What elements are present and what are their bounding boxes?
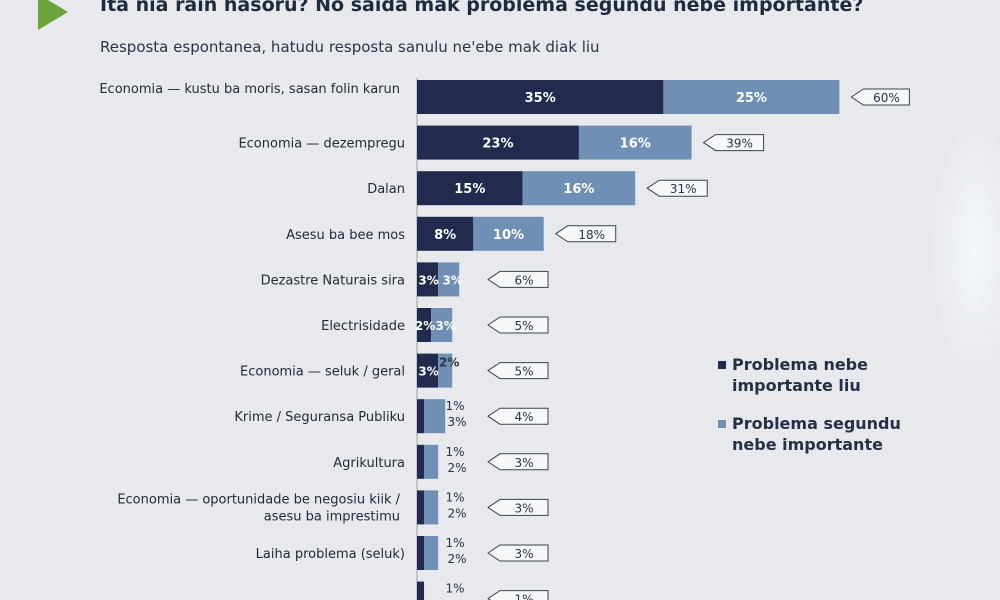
bar-secondary [424, 490, 439, 525]
bar-secondary [424, 536, 439, 570]
value-label-primary: 1% [445, 536, 464, 550]
bar-secondary [424, 399, 446, 434]
value-label-secondary: 3% [442, 273, 462, 287]
value-label-primary: 1% [445, 399, 464, 413]
bar-secondary [431, 308, 453, 342]
category-label: Electrisidade [321, 319, 405, 334]
value-label-primary: 2% [415, 319, 435, 333]
value-label-secondary: 2% [447, 506, 466, 520]
category-label: Agrikultura [333, 456, 405, 471]
bar-primary [417, 171, 523, 206]
bar-primary [417, 353, 439, 388]
category-label: asesu ba imprestimu [264, 509, 400, 524]
chart-title: Ita nia rain hasoru? No saida mak proble… [100, 0, 864, 16]
total-label: 5% [514, 319, 533, 333]
value-label-primary: 1% [445, 445, 464, 459]
bar-secondary [473, 216, 544, 251]
screen-glare [930, 120, 1000, 380]
category-label: Economia — seluk / geral [240, 365, 405, 380]
category-label: Economia — kustu ba moris, sasan folin k… [99, 82, 400, 97]
bar-primary [417, 125, 579, 160]
total-label: 60% [873, 91, 900, 105]
category-label: Economia — dezempregu [238, 137, 405, 152]
value-label-primary: 1% [445, 490, 464, 504]
legend-item-secondary: Problema segundu nebe importante [718, 413, 922, 455]
category-label: Economia — oportunidade be negosiu kiik … [117, 492, 400, 507]
total-label: 5% [514, 365, 533, 379]
title-marker [38, 0, 68, 30]
bar-primary [417, 581, 425, 600]
chart-subtitle: Resposta espontanea, hatudu resposta san… [100, 38, 600, 56]
value-label-secondary: 16% [620, 137, 651, 152]
bar-secondary [438, 262, 460, 297]
category-label: Asesu ba bee mos [286, 228, 405, 243]
total-callout [487, 316, 549, 334]
value-label-secondary: 2% [447, 461, 466, 475]
total-callout [487, 270, 549, 288]
bar-primary [417, 399, 425, 434]
value-label-primary: 8% [434, 228, 456, 243]
value-label-primary: 3% [418, 365, 438, 379]
total-callout [646, 179, 708, 197]
total-callout [487, 407, 549, 425]
total-label: 3% [514, 456, 533, 470]
legend-label-primary: Problema nebe importante liu [732, 355, 868, 395]
value-label-secondary: 25% [736, 91, 767, 106]
value-label-secondary: 2% [447, 552, 466, 566]
total-label: 18% [578, 228, 605, 242]
bar-primary [417, 80, 664, 114]
bar-primary [417, 536, 425, 570]
total-callout [487, 362, 549, 380]
total-label: 3% [514, 501, 533, 515]
total-label: 6% [514, 273, 533, 287]
bar-primary [417, 490, 425, 525]
bar-primary [417, 216, 474, 251]
category-label: Laiha problema (seluk) [256, 547, 405, 562]
value-label-secondary: 10% [493, 228, 524, 243]
bar-primary [417, 262, 439, 297]
legend-swatch-primary [718, 361, 726, 369]
category-label: Krime / Seguransa Publiku [234, 410, 405, 425]
total-callout [850, 88, 910, 106]
value-label-secondary: 2% [439, 356, 459, 370]
total-label: 31% [670, 182, 697, 196]
bar-primary [417, 444, 425, 479]
bar-secondary [522, 171, 636, 206]
legend-label-secondary: Problema segundu nebe importante [732, 414, 901, 454]
total-callout [487, 498, 549, 516]
bar-primary [417, 308, 432, 342]
category-label: Dalan [367, 182, 405, 197]
total-callout [702, 134, 765, 152]
total-label: 1% [514, 593, 533, 600]
total-callout [487, 590, 549, 600]
value-label-primary: 35% [525, 91, 556, 106]
value-label-primary: 23% [482, 137, 513, 152]
value-label-secondary: 3% [447, 415, 466, 429]
value-label-secondary: 16% [563, 182, 594, 197]
bar-secondary [578, 125, 692, 160]
legend-swatch-secondary [718, 420, 726, 428]
bar-secondary [663, 80, 840, 114]
value-label-primary: 3% [418, 273, 438, 287]
value-label-primary: 1% [445, 582, 464, 596]
bar-secondary [438, 353, 453, 388]
total-label: 4% [514, 410, 533, 424]
value-label-primary: 15% [454, 182, 485, 197]
bar-secondary [424, 444, 439, 479]
total-callout [487, 544, 549, 562]
total-label: 39% [726, 137, 753, 151]
total-callout [554, 225, 617, 243]
legend-item-primary: Problema nebe importante liu [718, 354, 922, 396]
category-label: Dezastre Naturais sira [261, 273, 405, 288]
total-label: 3% [514, 547, 533, 561]
value-label-secondary: 3% [435, 319, 455, 333]
total-callout [487, 453, 549, 471]
